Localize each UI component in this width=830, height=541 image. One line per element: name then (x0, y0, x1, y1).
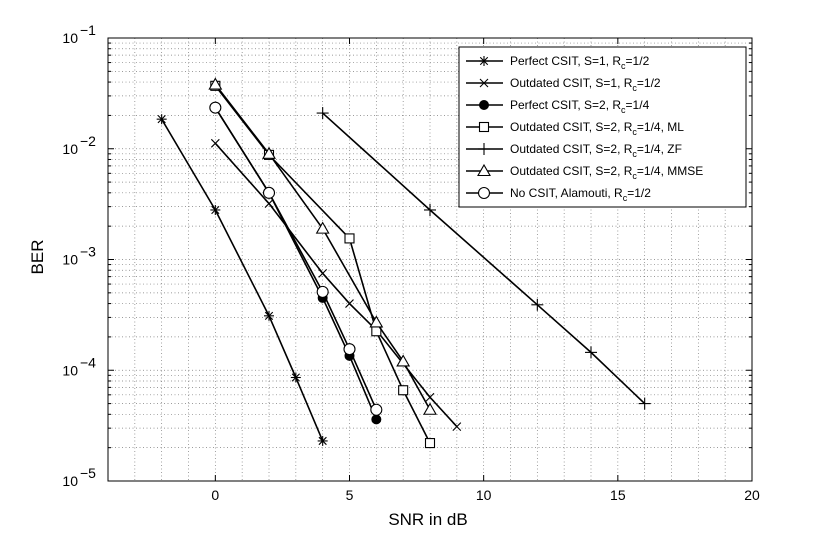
asterisk-marker (317, 435, 328, 446)
legend-entry: Outdated CSIT, S=2, Rc=1/4, MMSE (466, 163, 703, 181)
x-marker (479, 78, 489, 88)
asterisk-stroke (211, 205, 220, 215)
legend-entry: No CSIT, Alamouti, Rc=1/2 (466, 186, 651, 203)
asterisk-stroke (318, 436, 327, 446)
y-tick-exponent: −3 (80, 244, 96, 260)
legend-entry: Outdated CSIT, S=2, Rc=1/4, ZF (466, 142, 682, 159)
legend-label: Outdated CSIT, S=2, Rc=1/4, ZF (510, 142, 682, 159)
y-tick-exponent: −2 (80, 133, 96, 149)
legend-entry: Perfect CSIT, S=1, Rc=1/2 (466, 54, 650, 71)
legend-label: Outdated CSIT, S=1, Rc=1/2 (510, 76, 661, 93)
plus-marker (585, 346, 597, 359)
series-6 (208, 77, 437, 415)
asterisk-marker (156, 114, 167, 125)
x-marker (318, 268, 328, 278)
y-axis-label: BER (28, 240, 47, 275)
plus-marker (478, 143, 490, 155)
circle-marker (209, 101, 222, 114)
filled-circle-marker (479, 100, 489, 110)
plus-marker (638, 397, 651, 410)
asterisk-stroke (479, 56, 489, 66)
asterisk-stroke (157, 115, 166, 124)
x-stroke (210, 138, 220, 148)
x-tick-label: 10 (476, 487, 492, 503)
circle-marker (262, 186, 276, 199)
y-tick-label: 10 (62, 473, 78, 489)
asterisk-marker (290, 372, 301, 383)
x-stroke (425, 392, 435, 402)
x-axis-label: SNR in dB (388, 510, 467, 529)
filled-circle-marker (371, 414, 382, 425)
plus-marker (316, 107, 329, 120)
x-marker (264, 199, 274, 208)
legend-label: Outdated CSIT, S=2, Rc=1/4, MMSE (510, 164, 703, 181)
square-marker (344, 233, 355, 244)
x-tick-label: 15 (610, 487, 626, 503)
x-marker (345, 299, 354, 308)
y-tick-label: 10 (62, 141, 78, 157)
y-tick-exponent: −4 (80, 354, 96, 370)
triangle-marker (396, 354, 411, 367)
legend-entry: Outdated CSIT, S=2, Rc=1/4, ML (466, 120, 684, 137)
x-marker (425, 392, 435, 402)
triangle-marker (369, 315, 384, 328)
x-stroke (264, 199, 274, 208)
legend: Perfect CSIT, S=1, Rc=1/2 Outdated CSIT, … (458, 46, 747, 208)
legend-label: No CSIT, Alamouti, Rc=1/2 (510, 186, 651, 203)
circle-marker (477, 186, 491, 200)
plus-marker (424, 203, 436, 216)
y-tick-label: 10 (62, 252, 78, 268)
x-stroke (318, 268, 328, 278)
asterisk-stroke (291, 373, 300, 382)
circle-marker (316, 285, 329, 298)
triangle-marker (262, 146, 276, 159)
x-stroke (345, 299, 354, 308)
x-marker (452, 422, 462, 431)
triangle-marker (315, 221, 330, 234)
triangle-marker (208, 77, 223, 90)
triangle-marker (423, 402, 437, 415)
series-1 (156, 114, 328, 446)
triangle-marker (477, 163, 491, 177)
series-group (156, 77, 651, 449)
legend-label: Outdated CSIT, S=2, Rc=1/4, ML (510, 120, 684, 137)
y-tick-label: 10 (62, 30, 78, 46)
circle-marker (370, 403, 383, 416)
asterisk-marker (479, 56, 489, 66)
x-tick-label: 5 (346, 487, 354, 503)
circle-marker (343, 343, 356, 356)
plus-marker (531, 298, 544, 311)
y-tick-label: 10 (62, 362, 78, 378)
legend-entry: Outdated CSIT, S=1, Rc=1/2 (466, 76, 661, 93)
square-marker (424, 438, 436, 449)
x-tick-label: 0 (211, 487, 219, 503)
legend-box (458, 46, 747, 208)
y-tick-exponent: −5 (80, 465, 96, 481)
x-stroke (479, 78, 489, 88)
x-tick-label: 20 (744, 487, 760, 503)
square-marker (398, 385, 409, 396)
series-5 (316, 107, 651, 410)
legend-label: Perfect CSIT, S=2, Rc=1/4 (510, 98, 650, 115)
series-7 (209, 101, 383, 416)
legend-entry: Perfect CSIT, S=2, Rc=1/4 (466, 98, 650, 115)
y-tick-exponent: −1 (80, 22, 96, 38)
square-marker (478, 121, 490, 133)
asterisk-marker (210, 204, 221, 215)
asterisk-stroke (264, 311, 274, 320)
series-line (214, 84, 431, 411)
asterisk-marker (264, 310, 274, 321)
x-marker (210, 138, 220, 148)
x-stroke (452, 422, 462, 431)
legend-label: Perfect CSIT, S=1, Rc=1/2 (510, 54, 650, 71)
